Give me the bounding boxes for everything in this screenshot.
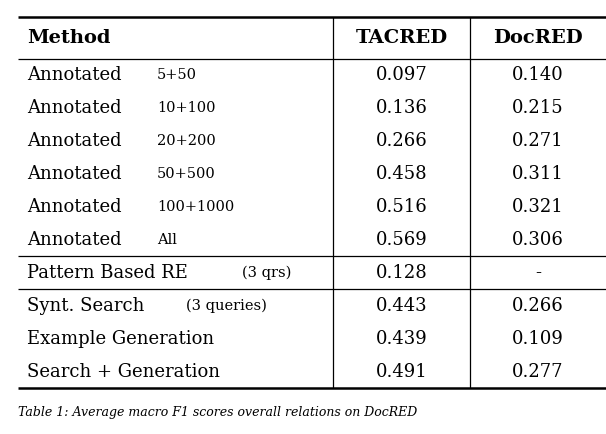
Text: 100+1000: 100+1000 xyxy=(157,200,234,214)
Text: 0.109: 0.109 xyxy=(512,330,564,348)
Text: 0.311: 0.311 xyxy=(512,165,564,183)
Text: -: - xyxy=(535,264,541,282)
Text: Annotated: Annotated xyxy=(27,132,128,150)
Text: 0.306: 0.306 xyxy=(512,231,564,249)
Text: 0.491: 0.491 xyxy=(376,363,427,381)
Text: 0.458: 0.458 xyxy=(376,165,427,183)
Text: Synt. Search: Synt. Search xyxy=(27,297,150,315)
Text: 0.516: 0.516 xyxy=(376,198,427,216)
Text: 50+500: 50+500 xyxy=(157,167,216,181)
Text: Annotated: Annotated xyxy=(27,99,128,117)
Text: TACRED: TACRED xyxy=(355,29,448,47)
Text: 0.321: 0.321 xyxy=(512,198,564,216)
Text: 5+50: 5+50 xyxy=(157,68,197,82)
Text: 0.439: 0.439 xyxy=(376,330,427,348)
Text: 0.215: 0.215 xyxy=(512,99,564,117)
Text: Annotated: Annotated xyxy=(27,198,128,216)
Text: All: All xyxy=(157,233,177,247)
Text: 0.443: 0.443 xyxy=(376,297,427,315)
Text: Annotated: Annotated xyxy=(27,231,128,249)
Text: 0.136: 0.136 xyxy=(376,99,427,117)
Text: 0.128: 0.128 xyxy=(376,264,427,282)
Text: 0.277: 0.277 xyxy=(512,363,564,381)
Text: 0.097: 0.097 xyxy=(376,66,427,84)
Text: (3 queries): (3 queries) xyxy=(186,299,267,313)
Text: 0.569: 0.569 xyxy=(376,231,427,249)
Text: Table 1: Average macro F1 scores overall relations on DocRED: Table 1: Average macro F1 scores overall… xyxy=(18,406,418,419)
Text: 0.266: 0.266 xyxy=(512,297,564,315)
Text: 10+100: 10+100 xyxy=(157,101,215,115)
Text: Search + Generation: Search + Generation xyxy=(27,363,220,381)
Text: DocRED: DocRED xyxy=(493,29,583,47)
Text: Annotated: Annotated xyxy=(27,66,128,84)
Text: Example Generation: Example Generation xyxy=(27,330,215,348)
Text: Method: Method xyxy=(27,29,111,47)
Text: (3 qrs): (3 qrs) xyxy=(242,266,291,280)
Text: Pattern Based RE: Pattern Based RE xyxy=(27,264,194,282)
Text: 0.140: 0.140 xyxy=(512,66,564,84)
Text: 0.271: 0.271 xyxy=(512,132,564,150)
Text: 20+200: 20+200 xyxy=(157,134,216,148)
Text: 0.266: 0.266 xyxy=(376,132,427,150)
Text: Annotated: Annotated xyxy=(27,165,128,183)
